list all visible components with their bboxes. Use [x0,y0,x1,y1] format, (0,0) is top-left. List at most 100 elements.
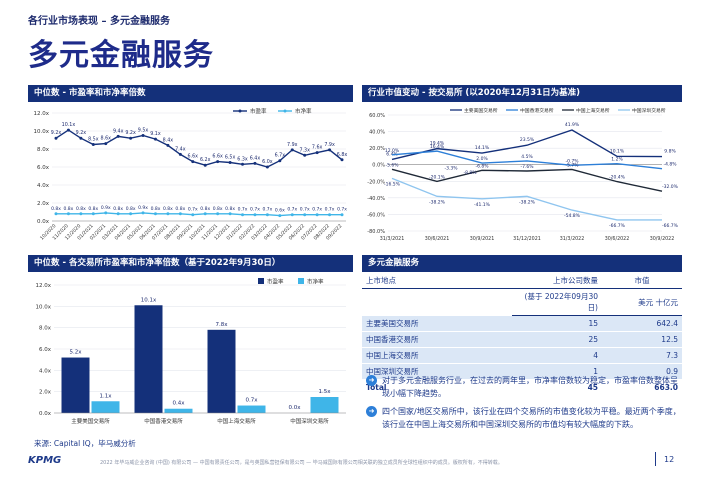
pe-point [340,158,344,162]
pe-point [241,162,245,166]
pe-data-label: 9.1x [150,131,161,137]
panel-header-pe-pb: 中位数 - 市盈率和市净率倍数 [28,85,353,102]
series-data-label: 41.9% [565,122,580,128]
col-header-location: 上市地点 [362,273,512,289]
bullet-list: ➜ 对于多元金融服务行业，在过去的两年里，市净率倍数较为稳定，市盈率倍数整体呈现… [366,374,682,431]
y-tick-label: -60.0% [367,212,385,218]
extra-data-label: -3.3% [444,165,458,171]
exchange-multiples-chart: 0.0x 2.0x 4.0x 6.0x 8.0x 10.0x 12.0x 5.2x 1.1x 主要… [35,278,346,425]
pb-point [116,212,120,216]
pe-point [253,161,257,165]
pb-point [104,211,108,215]
pe-point [228,161,232,164]
table-header-row: 上市地点 上市公司数量 市值 [362,273,682,289]
pe-point [303,153,307,157]
x-category-label: 中国香港交易所 [144,417,183,425]
pe-point [141,134,145,137]
x-tick-label: 31/3/2022 [560,236,585,242]
x-tick-label: 30/9/2022 [650,236,675,242]
source-note: 来源: Capital IQ，毕马威分析 [34,439,136,448]
y-tick-label: 8.0x [37,147,50,153]
hk-series-line [391,150,663,170]
table-row: 中国香港交易所 25 12.5 [362,331,682,348]
pb-bar-label: 1.5x [318,389,331,395]
pb-data-label: 0.8x [113,206,123,212]
pe-data-label: 10.1x [62,122,76,128]
pb-point [91,212,95,216]
pe-bar [207,329,236,413]
pe-data-label: 6.6x [188,154,199,160]
row-count: 4 [512,347,602,364]
series-data-label: -4.8% [663,162,677,168]
y-tick-label: 6.0x [39,347,52,353]
pb-data-label: 0.7x [337,207,347,213]
total-count: 45 [512,379,602,395]
col-subheader-value: 美元 十亿元 [602,288,682,316]
series-data-label: 23.5% [520,137,535,143]
pe-data-label: 9.5x [138,128,149,134]
legend-label: 中国深圳交易所 [632,107,666,114]
pb-data-label: 0.7x [238,207,248,213]
pe-bar-label: 10.1x [141,297,157,303]
page-title: 多元金融服务 [28,38,214,73]
subheader-blank [362,288,512,316]
pe-point [79,136,83,140]
series-data-label: -38.2% [429,199,446,205]
x-tick-label: 30/9/2021 [470,236,495,242]
pb-point [278,214,282,218]
row-value: 12.5 [602,331,682,348]
pb-series-line [56,212,342,217]
pb-data-label: 0.8x [126,206,136,212]
bullet-item: ➜ 四个国家/地区交易所中，该行业在四个交易所的市值变化较为平稳。最近两个季度，… [366,405,682,431]
col-header-count: 上市公司数量 [512,273,602,289]
pb-data-label: 0.7x [312,207,322,213]
pb-data-label: 0.8x [175,206,185,212]
pe-data-label: 9.2x [51,130,62,136]
series-data-label: -38.2% [519,199,536,205]
pb-data-label: 0.7x [250,207,260,213]
pb-bar [164,408,193,413]
pe-data-label: 7.9x [287,142,298,148]
pb-bar [310,397,339,413]
pe-point [216,160,220,164]
col-subheader-count: (基于 2022年09月30日) [512,288,602,316]
pb-data-label: 0.7x [287,207,297,213]
pb-point [328,213,332,217]
pb-data-label: 0.8x [51,206,61,212]
pe-point [278,159,282,163]
row-name: 中国上海交易所 [362,347,512,364]
legend-pe-label: 市盈率 [267,278,284,286]
series-data-label: -32.0% [662,184,679,190]
pb-data-label: 0.7x [262,207,272,213]
y-tick-label: 2.0x [37,201,50,207]
y-tick-label: 0.0x [39,411,52,417]
pe-point [203,163,207,167]
legend-pb-label: 市净率 [295,107,312,115]
legend-pe-swatch [258,278,264,284]
series-data-label: -66.7% [609,223,626,229]
pb-point [54,212,58,216]
pb-data-label: 0.9x [101,205,111,211]
pb-point [79,212,83,216]
pb-point [203,212,207,216]
arrow-right-icon: ➜ [366,406,377,417]
pe-data-label: 9.2x [76,130,87,136]
y-tick-label: 12.0x [35,283,51,289]
pb-data-label: 0.8x [76,206,86,212]
pb-data-label: 0.8x [225,206,235,212]
pb-data-label: 0.7x [325,207,335,213]
table-row: 主要美国交易所 15 642.4 [362,315,682,332]
series-data-label: -16.5% [384,181,401,187]
pe-data-label: 6.8x [337,152,348,158]
series-data-label: 9.8% [664,149,676,155]
pb-point [228,212,232,216]
pe-data-label: 6.6x [212,154,223,160]
total-value: 663.0 [602,379,682,395]
pe-data-label: 6.7x [275,153,286,159]
pb-data-label: 0.8x [151,206,161,212]
y-tick-label: -80.0% [367,229,385,235]
pe-point [328,148,332,152]
pe-point [153,137,157,141]
pb-point [153,212,157,216]
pe-data-label: 6.4x [250,155,261,161]
